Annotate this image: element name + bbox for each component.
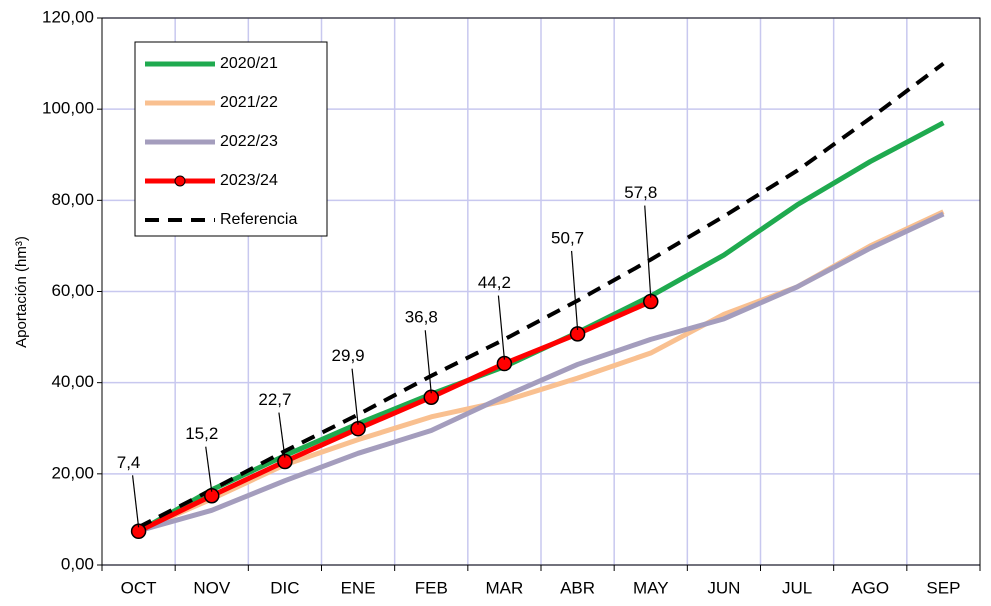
label-leader	[570, 250, 579, 330]
legend-marker	[174, 175, 186, 187]
x-tick-label: SEP	[926, 578, 960, 597]
x-tick-label: MAY	[633, 578, 669, 597]
label-leader	[131, 475, 140, 528]
data-label: 15,2	[185, 424, 218, 443]
data-label: 57,8	[624, 183, 657, 202]
y-tick-label: 0,00	[61, 554, 94, 573]
data-label: 7,4	[117, 453, 141, 472]
x-tick-label: OCT	[121, 578, 157, 597]
x-tick-label: FEB	[415, 578, 448, 597]
data-label: 44,2	[478, 273, 511, 292]
x-tick-label: ENE	[341, 578, 376, 597]
x-tick-label: AGO	[851, 578, 889, 597]
label-leader	[424, 330, 432, 394]
y-tick-label: 100,00	[42, 99, 94, 118]
label-leader	[497, 295, 506, 360]
data-label: 50,7	[551, 228, 584, 247]
legend-label: 2022/23	[220, 133, 278, 150]
x-tick-label: JUL	[782, 578, 812, 597]
label-leader	[351, 368, 359, 425]
label-leader	[278, 412, 286, 458]
x-tick-label: JUN	[707, 578, 740, 597]
x-tick-label: NOV	[193, 578, 231, 597]
x-tick-label: MAR	[486, 578, 524, 597]
y-tick-label: 40,00	[51, 372, 94, 391]
data-label: 29,9	[332, 346, 365, 365]
legend-label: 2021/22	[220, 94, 278, 111]
x-tick-label: DIC	[270, 578, 299, 597]
label-leader	[644, 205, 652, 298]
y-tick-label: 120,00	[42, 7, 94, 26]
y-axis-label: Aportación (hm³)	[13, 236, 30, 348]
x-tick-label: ABR	[560, 578, 595, 597]
y-tick-label: 20,00	[51, 463, 94, 482]
series-line	[137, 211, 945, 534]
series-line	[137, 299, 652, 534]
y-tick-label: 80,00	[51, 190, 94, 209]
data-label: 36,8	[405, 308, 438, 327]
legend-box	[134, 41, 328, 237]
series-line	[137, 61, 945, 529]
legend-label: Referencia	[220, 211, 297, 228]
y-tick-label: 60,00	[51, 281, 94, 300]
data-label: 22,7	[258, 390, 291, 409]
legend-label: 2023/24	[220, 172, 278, 189]
legend-label: 2020/21	[220, 55, 278, 72]
label-leader	[205, 446, 213, 492]
